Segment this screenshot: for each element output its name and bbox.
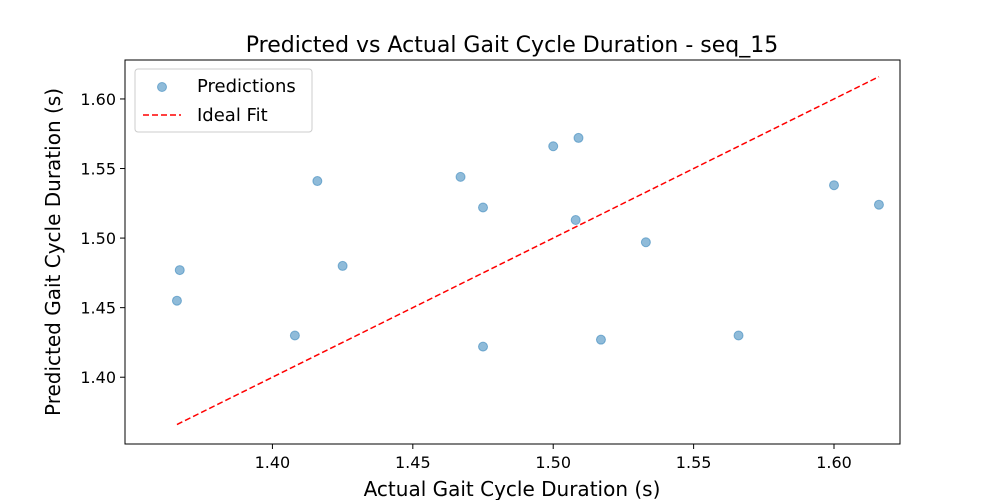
data-point [312,176,323,187]
x-tick-label: 1.40 [255,453,291,472]
y-tick-label: 1.55 [80,160,116,179]
x-tick-label: 1.60 [816,453,852,472]
plot-area [171,76,884,426]
data-point [829,180,840,191]
data-point [174,265,185,276]
data-point [455,171,466,182]
data-point [573,132,584,143]
data-point [570,215,581,225]
chart-title: Predicted vs Actual Gait Cycle Duration … [246,33,778,58]
y-tick-label: 1.45 [80,299,116,318]
x-axis: 1.40 1.45 1.50 1.55 1.60 [255,444,852,472]
x-axis-label: Actual Gait Cycle Duration (s) [364,477,661,500]
data-point [733,330,744,341]
x-tick-label: 1.45 [395,453,431,472]
axes-frame [124,59,901,445]
data-point [171,295,182,306]
data-point [640,237,651,248]
data-point [873,199,884,210]
data-point [478,341,489,352]
data-point [289,330,300,341]
data-point [548,141,559,152]
legend: Predictions Ideal Fit [134,68,313,133]
data-point [595,334,606,345]
y-axis: 1.40 1.45 1.50 1.55 1.60 [80,90,125,387]
data-point [337,260,348,271]
y-tick-label: 1.60 [80,90,116,109]
x-tick-label: 1.55 [676,453,712,472]
legend-marker-predictions [157,82,167,92]
ideal-fit-line [176,76,880,426]
legend-label-predictions: Predictions [197,76,296,97]
legend-label-ideal-fit: Ideal Fit [197,105,268,126]
y-tick-label: 1.50 [80,229,116,248]
data-point [478,202,489,213]
y-axis-label: Predicted Gait Cycle Duration (s) [41,88,65,416]
y-tick-label: 1.40 [80,368,116,387]
x-tick-label: 1.50 [535,453,571,472]
legend-frame [134,68,313,133]
